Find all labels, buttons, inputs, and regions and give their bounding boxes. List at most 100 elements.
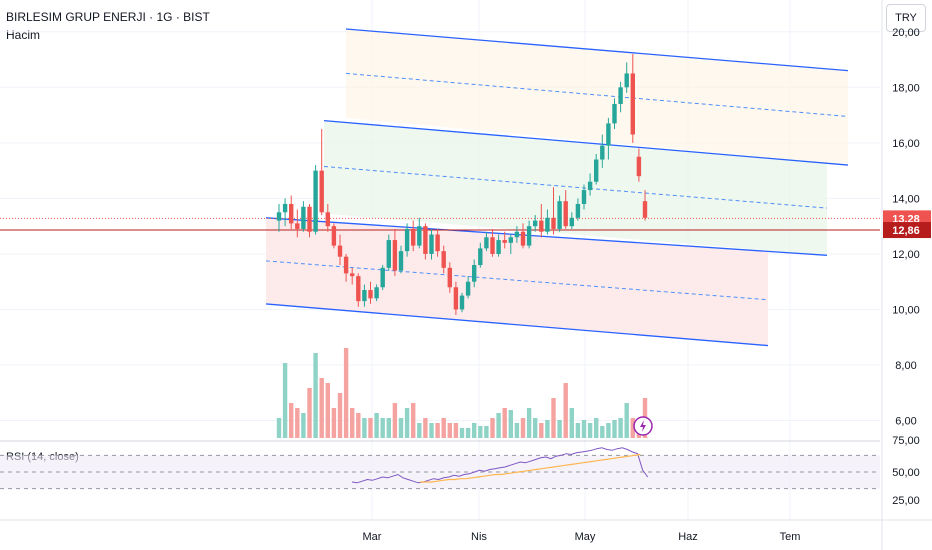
- volume-bar: [441, 418, 446, 438]
- volume-bar: [301, 413, 306, 438]
- lower-channel-top: [265, 217, 828, 256]
- currency-button[interactable]: TRY: [886, 4, 926, 32]
- volume-bar: [289, 403, 294, 438]
- candle-body: [484, 237, 489, 249]
- middle-channel-top: [323, 119, 849, 166]
- volume-bar: [569, 408, 574, 438]
- candle-body: [618, 87, 623, 104]
- volume-bar: [423, 418, 428, 438]
- volume-bar: [386, 418, 391, 438]
- volume-bar: [282, 363, 288, 438]
- volume-bar: [508, 410, 513, 438]
- price-axis-label: 10,00: [892, 304, 920, 316]
- candle-body: [374, 287, 379, 299]
- time-axis-label: Mar: [363, 531, 382, 543]
- volume-bar: [630, 418, 635, 438]
- candle-body: [417, 226, 422, 246]
- candle-body: [502, 240, 507, 243]
- volume-bar: [429, 423, 434, 438]
- volume-bar: [618, 418, 623, 438]
- candle-body: [630, 73, 635, 135]
- candle-body: [404, 228, 410, 252]
- volume-bar: [447, 423, 452, 438]
- price-axis-label: 18,00: [892, 82, 920, 94]
- time-axis-label: May: [575, 531, 596, 543]
- rsi-axis-label: 25,00: [892, 495, 920, 507]
- candle-body: [453, 287, 459, 310]
- candle-body: [612, 103, 617, 124]
- candle-body: [581, 190, 587, 204]
- rsi-ma-line: [420, 453, 641, 483]
- price-axis-label: 6,00: [895, 416, 916, 428]
- candle-body: [514, 231, 520, 238]
- volume-bar: [563, 383, 568, 438]
- rsi-axis-label: 50,00: [892, 467, 920, 479]
- price-axis-label: 20,00: [892, 27, 920, 39]
- volume-bar: [478, 426, 483, 438]
- last-price-tag: [883, 222, 931, 239]
- candle-body: [441, 251, 446, 268]
- volume-bar: [307, 388, 312, 438]
- last-price-tag-label: 12,86: [892, 225, 920, 237]
- candle-body: [447, 267, 452, 288]
- candle-body: [331, 226, 337, 246]
- volume-bar: [594, 418, 599, 438]
- volume-bar: [417, 423, 422, 438]
- candle-body: [563, 201, 568, 227]
- volume-bar: [600, 426, 605, 438]
- rsi-line: [351, 447, 649, 484]
- volume-bar: [533, 418, 538, 438]
- candle-body: [624, 73, 629, 88]
- candle-body: [472, 265, 477, 282]
- candle-body: [380, 267, 385, 288]
- volume-bar: [356, 413, 361, 438]
- volume-bar: [484, 426, 489, 438]
- time-axis-label: Haz: [678, 531, 698, 543]
- volume-bar: [520, 418, 526, 438]
- time-axis-label: Tem: [780, 531, 801, 543]
- symbol-title[interactable]: BIRLESIM GRUP ENERJI · 1G · BIST: [6, 10, 210, 24]
- middle-channel-median: [323, 165, 828, 209]
- candle-body: [350, 273, 355, 277]
- candle-body: [636, 156, 642, 177]
- candle-body: [368, 290, 373, 299]
- volume-bar: [624, 403, 629, 438]
- volume-bar: [325, 383, 330, 438]
- candle-body: [411, 228, 416, 246]
- candle-body: [508, 237, 513, 243]
- candle-body: [398, 251, 404, 271]
- candle-body: [594, 159, 599, 182]
- candle-body: [276, 212, 282, 221]
- volume-bar: [612, 420, 617, 438]
- volume-bar: [551, 398, 556, 438]
- volume-bar: [472, 423, 477, 438]
- candle-body: [392, 240, 398, 271]
- candle-body: [496, 240, 501, 254]
- candle-body: [539, 220, 544, 232]
- price-axis-label: 14,00: [892, 193, 920, 205]
- rsi-axis-label: 75,00: [892, 435, 920, 447]
- volume-bar: [392, 403, 398, 438]
- candle-body: [526, 226, 532, 246]
- volume-bar: [331, 408, 337, 438]
- volume-bar: [514, 423, 520, 438]
- volume-bar: [526, 408, 532, 438]
- volume-bar: [350, 408, 355, 438]
- candle-body: [356, 276, 361, 302]
- volume-bar: [411, 403, 416, 438]
- candle-body: [490, 237, 495, 254]
- candle-body: [301, 206, 306, 229]
- volume-bar: [465, 428, 471, 438]
- price-axis-label: 12,00: [892, 249, 920, 261]
- volume-bar: [368, 418, 373, 438]
- candle-body: [575, 203, 581, 218]
- price-axis-label: 16,00: [892, 138, 920, 150]
- volume-bar: [404, 408, 410, 438]
- candle-body: [600, 145, 605, 160]
- volume-bar: [496, 413, 501, 438]
- candle-body: [362, 290, 367, 302]
- candle-body: [520, 231, 526, 246]
- volume-bar: [435, 423, 440, 438]
- candle-body: [313, 170, 318, 232]
